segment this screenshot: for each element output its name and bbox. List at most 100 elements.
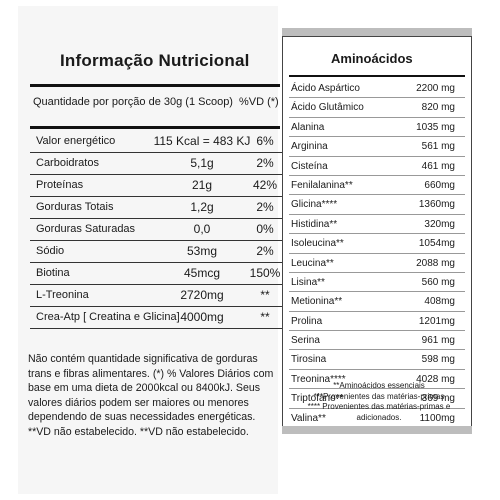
amino-value: 1100mg — [419, 412, 455, 424]
amino-value: 1054mg — [418, 238, 455, 250]
amino-value: 320mg — [424, 218, 455, 230]
nutrient-row: L-Treonina 2720mg ** — [30, 285, 282, 307]
amino-value: 598 mg — [421, 354, 455, 366]
amino-name: Glicina**** — [291, 199, 338, 211]
nutrient-name: Crea-Atp [ Creatina e Glicina] — [36, 311, 180, 323]
amino-title-divider — [289, 75, 465, 77]
serving-label: Quantidade por porção de 30g (1 Scoop) — [33, 96, 233, 108]
nutrient-vd: 42% — [252, 178, 278, 192]
amino-row: Ácido Glutâmico 820 mg — [289, 98, 465, 118]
amino-name: Isoleucina** — [291, 238, 344, 250]
amino-name: Cisteína — [291, 160, 328, 172]
amino-value: 660mg — [424, 179, 455, 191]
amino-name: Lisina** — [291, 276, 325, 288]
amino-row: Arginina 561 mg — [289, 137, 465, 157]
amino-name: Tirosina — [291, 354, 327, 366]
amino-row: Treonina**** 4028 mg — [289, 370, 465, 390]
nutrient-qty: 5,1g — [190, 156, 214, 170]
amino-value: 408mg — [424, 296, 455, 308]
amino-name: Alanina — [291, 121, 325, 133]
amino-value: 961 mg — [421, 335, 455, 347]
amino-row: Isoleucina** 1054mg — [289, 234, 465, 254]
nutrition-facts-panel: Informação Nutricional Quantidade por po… — [18, 6, 282, 494]
amino-name: Fenilalanina** — [291, 179, 353, 191]
amino-title: Aminoácidos — [331, 51, 413, 66]
amino-list: Ácido Aspártico 2200 mg Ácido Glutâmico 82… — [289, 79, 465, 429]
nutrient-qty: 21g — [191, 178, 213, 192]
nutrient-row: Biotina 45mcg 150% — [30, 263, 282, 285]
amino-name: Metionina** — [291, 296, 343, 308]
amino-name: Ácido Aspártico — [291, 83, 360, 94]
amino-value: 820 mg — [421, 102, 455, 114]
nutrient-row: Carboidratos 5,1g 2% — [30, 153, 282, 175]
nutrient-qty: 53mg — [186, 244, 218, 258]
nutrient-vd: 0% — [256, 222, 274, 236]
amino-acids-panel: Aminoácidos Ácido Aspártico 2200 mg Ácido… — [282, 36, 472, 429]
amino-value: 2088 mg — [416, 257, 455, 269]
nutrient-name: L-Treonina — [36, 289, 89, 301]
amino-value: 2200 mg — [416, 83, 455, 94]
amino-top-band — [282, 28, 472, 36]
amino-bottom-band — [282, 426, 472, 434]
amino-name: Leucina** — [291, 257, 334, 269]
amino-row: Cisteína 461 mg — [289, 157, 465, 176]
nutrient-name: Proteínas — [36, 179, 84, 191]
amino-notes: **Aminoácidos essenciais ***Provenientes… — [289, 381, 469, 423]
nutrient-row: Gorduras Totais 1,2g 2% — [30, 197, 282, 219]
nutrition-title: Informação Nutricional — [60, 51, 250, 70]
nutrient-vd: 2% — [256, 200, 274, 214]
amino-row: Glicina**** 1360mg — [289, 195, 465, 215]
vd-header: %VD (*) — [239, 96, 279, 108]
nutrient-name: Valor energético — [36, 135, 116, 147]
nutrient-vd: ** — [260, 288, 270, 302]
nutrient-row: Crea-Atp [ Creatina e Glicina] 4000mg ** — [30, 307, 282, 329]
nutrient-vd: 6% — [256, 134, 274, 148]
amino-row: Fenilalanina** 660mg — [289, 176, 465, 196]
nutrient-qty: 2720mg — [180, 288, 224, 302]
amino-name: Prolina — [291, 315, 323, 327]
nutrient-row: Proteínas 21g 42% — [30, 175, 282, 197]
nutrient-name: Carboidratos — [36, 157, 99, 169]
nutrient-qty: 115 Kcal = 483 KJ — [153, 134, 251, 148]
amino-value: 1360mg — [418, 199, 455, 211]
nutrient-qty: 1,2g — [190, 200, 214, 214]
nutrient-row: Gorduras Saturadas 0,0 0% — [30, 219, 282, 241]
amino-row: Serina 961 mg — [289, 331, 465, 351]
amino-row: Tirosina 598 mg — [289, 350, 465, 370]
amino-row: Alanina 1035 mg — [289, 118, 465, 138]
amino-name: Histidina** — [291, 218, 338, 230]
amino-row: Metionina** 408mg — [289, 292, 465, 312]
nutrient-qty: 45mcg — [183, 266, 221, 280]
amino-row: Triptofano** 369 mg — [289, 389, 465, 409]
nutrient-vd: 2% — [256, 156, 274, 170]
amino-name: Serina — [291, 335, 320, 347]
amino-value: 4028 mg — [416, 373, 455, 385]
nutrient-name: Gorduras Saturadas — [36, 223, 136, 235]
nutrient-name: Sódio — [36, 245, 65, 257]
amino-note: **Aminoácidos essenciais — [333, 381, 425, 390]
amino-name: Triptofano** — [291, 393, 344, 405]
amino-value: 461 mg — [421, 160, 455, 172]
amino-row: Lisina** 560 mg — [289, 273, 465, 293]
amino-name: Arginina — [291, 141, 328, 153]
amino-note: ***Provenientes das matérias-primas — [313, 391, 445, 401]
amino-row: Leucina** 2088 mg — [289, 254, 465, 273]
amino-note: **** Provenientes das matérias-primas e … — [307, 402, 451, 422]
amino-value: 369 mg — [421, 393, 455, 405]
amino-row: Ácido Aspártico 2200 mg — [289, 79, 465, 99]
amino-value: 560 mg — [421, 276, 455, 288]
amino-row: Prolina 1201mg — [289, 312, 465, 332]
title-divider — [30, 84, 280, 87]
amino-name: Valina** — [291, 412, 326, 424]
serving-size: Quantidade por porção de 30g (1 Scoop) %… — [33, 96, 283, 108]
amino-value: 561 mg — [421, 141, 455, 153]
header-divider — [30, 126, 280, 129]
nutrient-name: Gorduras Totais — [36, 201, 114, 213]
nutrient-vd: 150% — [249, 266, 281, 280]
nutrient-vd: ** — [260, 310, 270, 324]
nutrient-name: Biotina — [36, 267, 70, 279]
amino-row: Histidina** 320mg — [289, 215, 465, 235]
amino-name: Ácido Glutâmico — [291, 102, 364, 114]
amino-name: Treonina**** — [291, 373, 346, 385]
nutrient-qty: 4000mg — [180, 310, 224, 324]
